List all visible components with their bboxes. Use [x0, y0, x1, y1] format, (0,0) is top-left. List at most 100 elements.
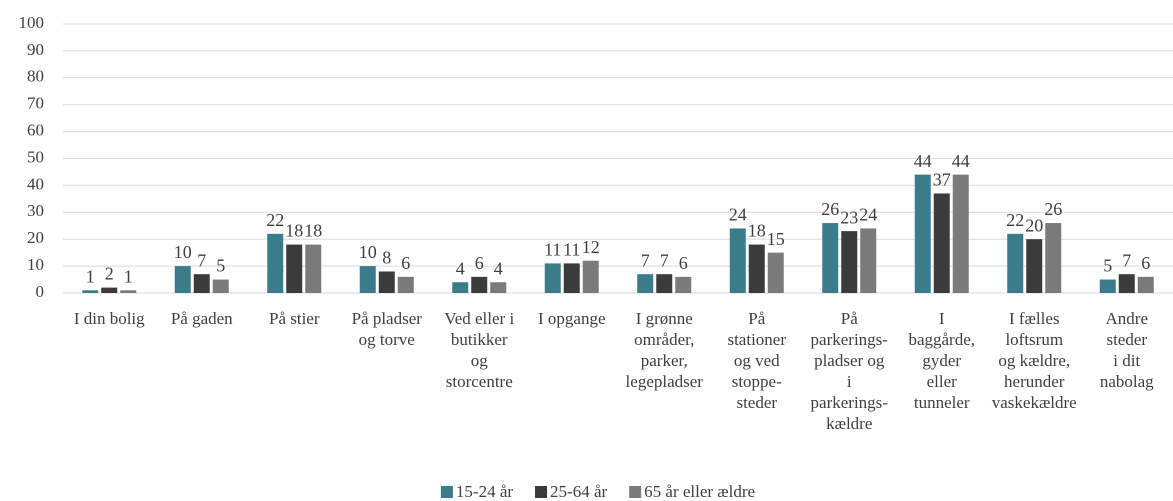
x-tick-label: I grønne områder, parker, legepladser	[626, 309, 704, 391]
bar	[1007, 233, 1024, 293]
value-label: 24	[729, 205, 747, 225]
bar	[767, 252, 784, 293]
bar	[729, 228, 746, 293]
y-tick-label: 60	[27, 121, 44, 140]
value-label: 23	[840, 207, 858, 227]
y-tick-label: 10	[27, 255, 44, 274]
value-label: 12	[582, 237, 600, 257]
value-label: 7	[641, 250, 650, 270]
bar	[1026, 239, 1043, 293]
value-label: 18	[285, 221, 303, 241]
bar	[452, 282, 469, 293]
x-tick-label: Ved eller i butikker og storcentre	[444, 309, 514, 391]
x-tick-label: På stier	[269, 309, 320, 328]
legend-label: 25-64 år	[550, 482, 607, 501]
value-label: 37	[933, 170, 951, 190]
bar	[471, 276, 488, 293]
bar	[656, 274, 673, 293]
legend-swatch	[535, 486, 548, 498]
bar	[101, 287, 118, 293]
x-tick-label: I fælles loftsrum og kældre, herunder vaskek…	[992, 309, 1077, 412]
y-tick-label: 20	[27, 228, 44, 247]
bar	[490, 282, 507, 293]
bar	[748, 244, 765, 293]
bar	[1118, 274, 1135, 293]
value-label: 7	[1122, 250, 1131, 270]
y-tick-label: 50	[27, 147, 44, 166]
legend-label: 65 år eller ældre	[644, 482, 755, 501]
y-tick-label: 40	[27, 174, 44, 193]
value-label: 22	[1006, 210, 1024, 230]
x-tick-label: I opgange	[538, 309, 606, 328]
value-label: 44	[914, 151, 932, 171]
value-label: 7	[660, 250, 669, 270]
y-tick-label: 100	[19, 13, 45, 32]
bar	[120, 290, 137, 293]
legend-swatch	[440, 486, 453, 498]
x-tick-label: På parkerings-pladser og i parkerings-kældr…	[811, 309, 889, 433]
value-label: 1	[86, 266, 95, 286]
bar	[397, 276, 414, 293]
value-label: 10	[174, 242, 192, 262]
legend-swatch	[629, 486, 642, 498]
y-tick-label: 0	[36, 282, 45, 301]
bar	[286, 244, 303, 293]
bar	[174, 266, 191, 293]
bar	[193, 274, 210, 293]
x-tick-label: Andre steder i dit nabolag	[1100, 309, 1154, 391]
value-label: 26	[821, 199, 839, 219]
y-tick-label: 30	[27, 201, 44, 220]
bar	[305, 244, 322, 293]
value-label: 26	[1044, 199, 1062, 219]
value-label: 22	[266, 210, 284, 230]
value-label: 6	[679, 253, 688, 273]
bar	[952, 174, 969, 293]
bar	[822, 223, 839, 293]
bar	[544, 263, 561, 293]
x-tick-label: På pladser og torve	[352, 309, 423, 349]
value-label: 5	[1103, 256, 1112, 276]
value-label: 24	[859, 205, 877, 225]
bar	[359, 266, 376, 293]
y-tick-label: 70	[27, 94, 44, 113]
value-label: 8	[382, 248, 391, 268]
bar	[675, 276, 692, 293]
value-label: 11	[544, 240, 561, 260]
bar	[637, 274, 654, 293]
bar	[267, 233, 284, 293]
legend: 15-24 år 25-64 år 65 år eller ældre	[440, 482, 755, 501]
value-label: 44	[952, 151, 970, 171]
value-label: 18	[748, 221, 766, 241]
legend-label: 15-24 år	[456, 482, 513, 501]
value-label: 2	[105, 264, 114, 284]
bar	[1045, 223, 1062, 293]
bar	[563, 263, 580, 293]
value-label: 6	[475, 253, 484, 273]
value-label: 1	[124, 266, 133, 286]
bar	[1137, 276, 1154, 293]
bar	[378, 271, 395, 293]
bar	[212, 279, 229, 293]
bar	[82, 290, 99, 293]
x-tick-label: På stationer og ved stoppe-steder	[727, 309, 786, 412]
y-tick-label: 80	[27, 67, 44, 86]
bar	[914, 174, 931, 293]
bar	[841, 231, 858, 293]
value-label: 6	[1141, 253, 1150, 273]
value-label: 20	[1025, 215, 1043, 235]
value-label: 6	[401, 253, 410, 273]
value-label: 18	[304, 221, 322, 241]
value-label: 4	[494, 258, 503, 278]
y-tick-label: 90	[27, 40, 44, 59]
bar	[860, 228, 877, 293]
value-label: 11	[563, 240, 580, 260]
value-label: 5	[216, 256, 225, 276]
bar	[933, 193, 950, 293]
x-tick-label: På gaden	[171, 309, 233, 328]
x-tick-label: I din bolig	[74, 309, 145, 328]
value-label: 15	[767, 229, 785, 249]
value-label: 7	[197, 250, 206, 270]
